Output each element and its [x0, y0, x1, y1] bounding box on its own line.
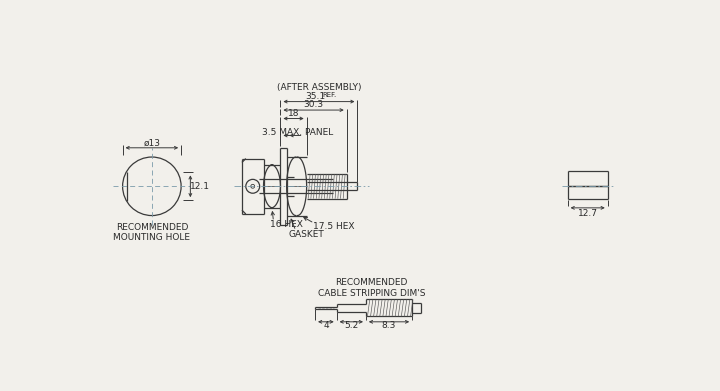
Text: REF.: REF. — [323, 91, 337, 98]
Text: 17.5 HEX: 17.5 HEX — [312, 222, 354, 231]
Text: GASKET: GASKET — [288, 230, 324, 239]
Text: 4: 4 — [323, 321, 329, 330]
Text: 12.1: 12.1 — [190, 182, 210, 191]
Text: 5.2: 5.2 — [344, 321, 359, 330]
Text: RECOMMENDED
CABLE STRIPPING DIM'S: RECOMMENDED CABLE STRIPPING DIM'S — [318, 278, 425, 298]
Text: RECOMMENDED
MOUNTING HOLE: RECOMMENDED MOUNTING HOLE — [113, 223, 190, 242]
Text: 8.3: 8.3 — [382, 321, 396, 330]
Text: 35.1: 35.1 — [305, 92, 325, 101]
Text: 3.5 MAX. PANEL: 3.5 MAX. PANEL — [261, 128, 333, 137]
Text: 18: 18 — [288, 109, 300, 118]
Text: 12.7: 12.7 — [577, 209, 598, 218]
Text: ø13: ø13 — [143, 139, 161, 148]
Text: 16 HEX: 16 HEX — [270, 220, 302, 229]
Text: (AFTER ASSEMBLY): (AFTER ASSEMBLY) — [276, 83, 361, 92]
Text: 30.3: 30.3 — [304, 100, 323, 109]
